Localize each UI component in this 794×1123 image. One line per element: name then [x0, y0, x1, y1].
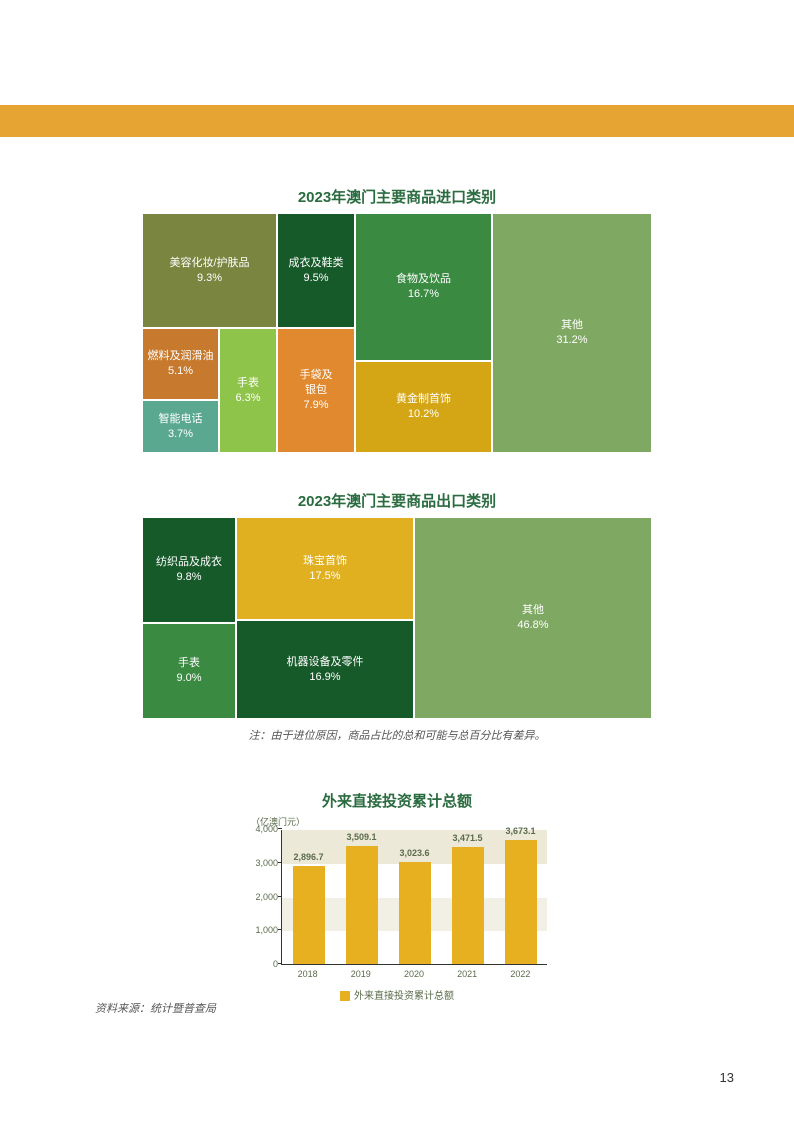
bar-2019: 3,509.1 — [346, 846, 378, 964]
cell-other-imports: 其他31.2% — [492, 213, 652, 453]
xlabel: 2020 — [398, 969, 430, 979]
cell-fuel: 燃料及润滑油5.1% — [142, 328, 219, 400]
source-text: 资料来源：统计暨普查局 — [95, 1000, 216, 1016]
ytick: 0 — [248, 959, 278, 969]
cell-other-exports-label: 其他 — [522, 603, 544, 618]
cell-watch-ex: 手表9.0% — [142, 623, 236, 719]
cell-clothing: 成衣及鞋类9.5% — [277, 213, 355, 328]
imports-title: 2023年澳门主要商品进口类别 — [0, 186, 794, 207]
cell-fuel-pct: 5.1% — [168, 364, 193, 379]
bar-value: 3,471.5 — [452, 833, 482, 843]
cell-clothing-label: 成衣及鞋类 — [289, 256, 344, 271]
cell-clothing-pct: 9.5% — [303, 271, 328, 286]
fdi-chart: （亿澳门元） 2,896.7 3,509.1 3,023.6 3,471.5 3,673… — [247, 815, 547, 1002]
ytick: 3,000 — [248, 858, 278, 868]
imports-treemap: 美容化妆/护肤品9.3%燃料及润滑油5.1%智能电话3.7%手表6.3%成衣及鞋… — [142, 213, 652, 453]
rounding-note: 注：由于进位原因，商品占比的总和可能与总百分比有差异。 — [142, 727, 652, 743]
cell-other-imports-pct: 31.2% — [556, 333, 587, 348]
fdi-plot: 2,896.73,509.13,023.63,471.53,673.1 01,0… — [281, 830, 547, 965]
cell-gold: 黄金制首饰10.2% — [355, 361, 492, 453]
ytick: 2,000 — [248, 892, 278, 902]
fdi-section: 外来直接投资累计总额 （亿澳门元） 2,896.7 3,509.1 3,023.6 3… — [0, 790, 794, 1002]
cell-watch-pct: 6.3% — [235, 391, 260, 406]
bar-value: 2,896.7 — [293, 852, 323, 862]
bar-2018: 2,896.7 — [293, 866, 325, 964]
cell-textile: 纺织品及成衣9.8% — [142, 517, 236, 623]
xlabel: 2021 — [451, 969, 483, 979]
exports-treemap: 纺织品及成衣9.8%手表9.0%珠宝首饰17.5%机器设备及零件16.9%其他4… — [142, 517, 652, 719]
cell-fuel-label: 燃料及润滑油 — [148, 349, 214, 364]
cell-machine-label: 机器设备及零件 — [287, 655, 364, 670]
cell-watch-ex-pct: 9.0% — [176, 671, 201, 686]
cell-machine: 机器设备及零件16.9% — [236, 620, 414, 719]
cell-bag-pct: 7.9% — [303, 398, 328, 413]
cell-textile-label: 纺织品及成衣 — [156, 555, 222, 570]
bar-value: 3,509.1 — [346, 832, 376, 842]
cell-phone: 智能电话3.7% — [142, 400, 219, 453]
cell-textile-pct: 9.8% — [176, 570, 201, 585]
cell-bag: 手袋及银包7.9% — [277, 328, 355, 453]
cell-other-imports-label: 其他 — [561, 318, 583, 333]
bar-2021: 3,471.5 — [452, 847, 484, 964]
cell-phone-label: 智能电话 — [159, 412, 203, 427]
xlabel: 2019 — [345, 969, 377, 979]
cell-food: 食物及饮品16.7% — [355, 213, 492, 361]
cell-watch-label: 手表 — [237, 376, 259, 391]
cell-beauty-label: 美容化妆/护肤品 — [169, 256, 249, 271]
cell-beauty: 美容化妆/护肤品9.3% — [142, 213, 277, 328]
cell-gold-label: 黄金制首饰 — [396, 392, 451, 407]
cell-bag-label: 手袋及银包 — [300, 368, 333, 398]
legend-swatch — [340, 991, 350, 1001]
xlabel: 2022 — [504, 969, 536, 979]
fdi-title: 外来直接投资累计总额 — [0, 790, 794, 811]
cell-food-pct: 16.7% — [408, 287, 439, 302]
header-color-bar — [0, 105, 794, 137]
cell-gold-pct: 10.2% — [408, 407, 439, 422]
bar-value: 3,673.1 — [505, 826, 535, 836]
bar-2022: 3,673.1 — [505, 840, 537, 964]
xlabel: 2018 — [292, 969, 324, 979]
ytick: 1,000 — [248, 925, 278, 935]
cell-watch-ex-label: 手表 — [178, 656, 200, 671]
cell-beauty-pct: 9.3% — [197, 271, 222, 286]
bar-2020: 3,023.6 — [399, 862, 431, 964]
exports-section: 2023年澳门主要商品出口类别 纺织品及成衣9.8%手表9.0%珠宝首饰17.5… — [0, 490, 794, 743]
fdi-xlabels: 2018 2019 2020 2021 2022 — [281, 969, 547, 979]
fdi-y-unit: （亿澳门元） — [251, 815, 547, 828]
cell-watch: 手表6.3% — [219, 328, 277, 453]
fdi-legend-text: 外来直接投资累计总额 — [354, 991, 454, 1002]
fdi-bars: 2,896.7 3,509.1 3,023.6 3,471.5 3,673.1 — [282, 830, 547, 964]
cell-jewelry-label: 珠宝首饰 — [303, 554, 347, 569]
cell-machine-pct: 16.9% — [309, 670, 340, 685]
cell-jewelry: 珠宝首饰17.5% — [236, 517, 414, 620]
fdi-legend: 外来直接投资累计总额 — [247, 987, 547, 1002]
cell-phone-pct: 3.7% — [168, 427, 193, 442]
cell-other-exports: 其他46.8% — [414, 517, 652, 719]
page-number: 13 — [720, 1070, 734, 1085]
imports-section: 2023年澳门主要商品进口类别 美容化妆/护肤品9.3%燃料及润滑油5.1%智能… — [0, 186, 794, 453]
bar-value: 3,023.6 — [399, 848, 429, 858]
exports-title: 2023年澳门主要商品出口类别 — [0, 490, 794, 511]
cell-jewelry-pct: 17.5% — [309, 569, 340, 584]
cell-food-label: 食物及饮品 — [396, 272, 451, 287]
cell-other-exports-pct: 46.8% — [517, 618, 548, 633]
ytick: 4,000 — [248, 824, 278, 834]
